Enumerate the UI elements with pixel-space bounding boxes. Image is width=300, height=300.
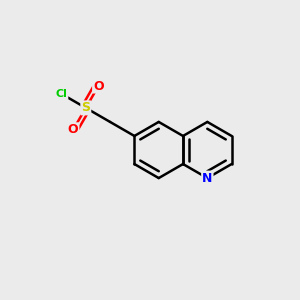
Text: S: S (81, 101, 90, 114)
Text: O: O (68, 123, 79, 136)
Text: N: N (202, 172, 212, 184)
Text: O: O (93, 80, 104, 92)
Text: Cl: Cl (56, 89, 68, 99)
